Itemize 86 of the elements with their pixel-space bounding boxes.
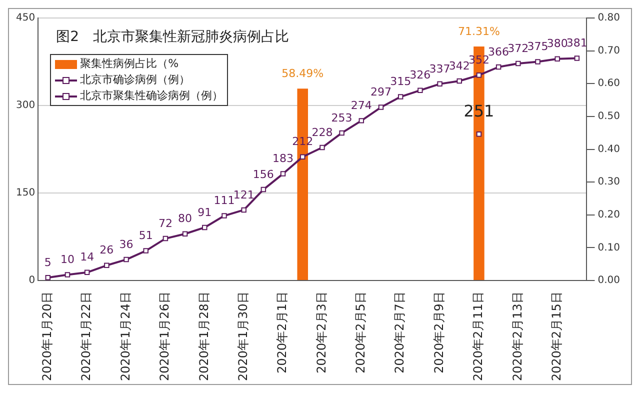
y-tick-label: 150 <box>16 188 36 199</box>
y2-tick-label: 0.40 <box>598 144 620 155</box>
x-tick-label: 2020年1月28日 <box>196 292 211 382</box>
data-label: 297 <box>370 86 392 99</box>
data-label: 111 <box>214 194 235 208</box>
data-label: 337 <box>429 62 450 76</box>
x-tick-label: 2020年2月11日 <box>471 292 486 382</box>
point <box>456 78 462 84</box>
legend-label: 北京市确诊病例（例） <box>80 72 190 88</box>
x-tick-label: 2020年1月30日 <box>236 292 250 382</box>
point <box>104 262 110 268</box>
data-label: 91 <box>198 206 212 219</box>
data-label: 26 <box>100 244 114 257</box>
data-label: 326 <box>410 68 431 82</box>
data-label: 14 <box>80 250 94 264</box>
point <box>222 213 227 218</box>
x-tick-label: 2020年2月15日 <box>549 292 564 382</box>
point <box>398 94 404 100</box>
point <box>124 256 129 262</box>
data-label: 183 <box>272 152 294 166</box>
point <box>162 236 168 242</box>
point <box>554 56 560 62</box>
y-tick-label: 300 <box>16 100 36 112</box>
data-label: 375 <box>527 40 548 54</box>
y2-tick-label: 0.60 <box>598 78 620 90</box>
data-label: 121 <box>233 188 254 202</box>
data-label: 51 <box>138 229 153 242</box>
x-tick-label: 2020年2月9日 <box>432 292 446 374</box>
data-label: 274 <box>350 99 372 112</box>
data-label: 10 <box>60 253 74 266</box>
point <box>516 60 521 66</box>
point <box>202 224 208 230</box>
y2-tick-label: 0.00 <box>598 275 620 286</box>
data-label: 380 <box>546 37 568 50</box>
point <box>418 88 423 93</box>
x-tick-label: 2020年2月1日 <box>275 292 290 374</box>
data-label: 5 <box>44 256 52 269</box>
point <box>84 270 90 276</box>
x-tick-label: 2020年1月26日 <box>158 292 172 382</box>
data-label: 315 <box>390 75 412 88</box>
data-label: 72 <box>158 216 172 230</box>
point <box>339 130 344 136</box>
data-label: 253 <box>331 111 352 124</box>
x-tick-label: 2020年1月24日 <box>118 292 132 382</box>
point <box>496 64 502 70</box>
point <box>300 154 306 160</box>
point <box>241 207 246 213</box>
y2-tick-label: 0.30 <box>598 176 620 188</box>
point <box>535 59 540 64</box>
x-tick-label: 2020年2月3日 <box>314 292 328 374</box>
data-label: 58.49% <box>282 66 324 80</box>
y2-tick-label: 0.20 <box>598 210 620 221</box>
point <box>64 272 70 278</box>
x-tick-label: 2020年2月13日 <box>510 292 524 382</box>
data-label: 80 <box>178 212 192 226</box>
y2-tick-label: 0.70 <box>598 45 620 56</box>
legend-label: 北京市聚集性确诊病例（例） <box>80 88 224 104</box>
data-label: 342 <box>448 59 470 72</box>
point <box>574 56 580 61</box>
data-label: 156 <box>252 168 274 181</box>
point <box>476 72 482 78</box>
legend-label: 聚集性病例占比（% <box>80 56 179 72</box>
data-label: 366 <box>488 45 510 58</box>
y2-tick-label: 0.10 <box>598 242 620 254</box>
point <box>182 231 188 236</box>
y-tick-label: 0 <box>28 275 36 286</box>
point <box>358 118 364 124</box>
point <box>260 186 266 192</box>
x-tick-label: 2020年1月20日 <box>40 292 54 382</box>
point <box>280 171 286 176</box>
text: 图2 北京市聚集性新冠肺炎病例占比 <box>56 28 289 46</box>
y2-tick-label: 0.50 <box>598 111 620 122</box>
point <box>45 275 51 280</box>
data-label: 36 <box>119 238 134 251</box>
data-label: 228 <box>312 126 333 139</box>
point <box>143 248 148 254</box>
x-tick-label: 2020年2月7日 <box>392 292 407 374</box>
point <box>378 104 384 110</box>
x-tick-label: 2020年1月22日 <box>79 292 94 382</box>
point <box>437 81 442 87</box>
data-label: 372 <box>508 42 529 55</box>
point <box>320 144 325 150</box>
y2-tick-label: 0.80 <box>598 12 620 24</box>
x-tick-label: 2020年2月5日 <box>354 292 368 374</box>
y-tick-label: 450 <box>16 12 36 24</box>
data-label: 71.31% <box>458 24 500 38</box>
